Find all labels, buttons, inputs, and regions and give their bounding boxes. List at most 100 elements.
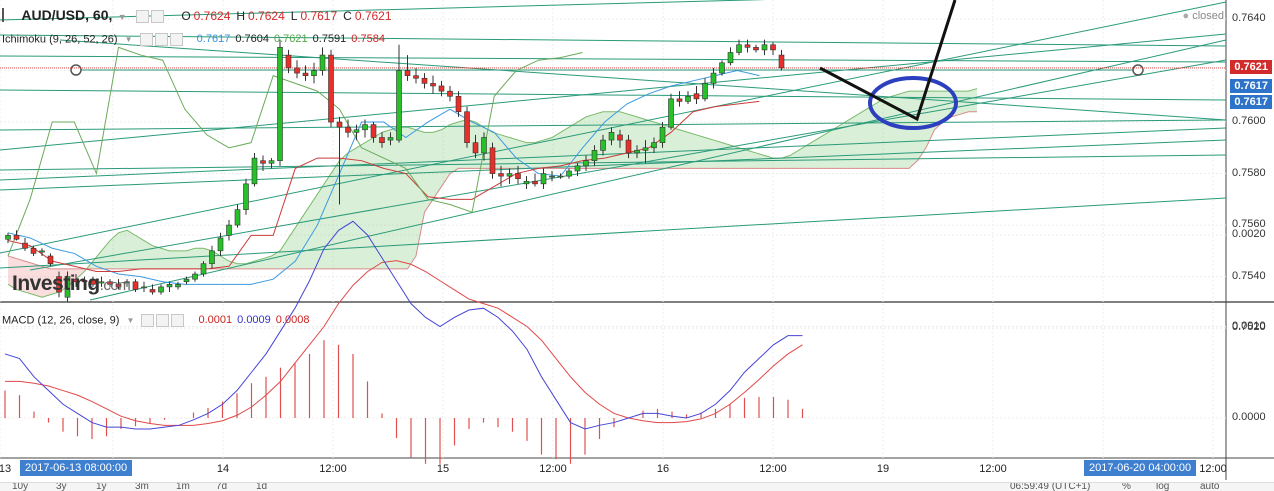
candle-body [302,72,309,76]
candle-body [625,139,632,154]
kumo-bull-segment [569,122,578,169]
annotation-path [819,0,957,122]
settings-icon[interactable] [156,314,170,327]
chikou-line [7,46,583,257]
kumo-bull-segment [93,250,102,269]
ichimoku-dropdown-icon[interactable]: ▼ [124,35,133,45]
settings-icon[interactable] [154,33,168,46]
candle-body [413,75,419,79]
trendline [89,39,1227,301]
candle-body [591,150,598,161]
market-status: ● closed [1182,10,1224,22]
ichimoku-value: 0.7591 [312,33,347,46]
candle-body [47,255,54,265]
timeframe-button[interactable]: 1m [176,482,190,491]
timeframe-button[interactable]: 10y [12,482,29,491]
eye-icon[interactable] [135,10,149,24]
price-tick-label: 0.7540 [1232,269,1266,282]
kumo-bull-segment [739,147,748,169]
candle-body [209,250,215,265]
candle-body [447,90,453,97]
macd-values: 0.0001 0.0009 0.0008 [193,314,309,326]
time-tick-label: 12:00 [1199,463,1227,475]
ohlc-value: 0.7617 [300,9,338,23]
candle-body [311,70,317,76]
timeframe-button[interactable]: 1y [96,482,107,491]
ichimoku-value: 0.7604 [235,33,269,46]
ohlc-key: H [236,9,246,23]
candle-body [328,54,334,123]
kumo-bull-segment [365,137,374,269]
kumo-bull-segment [280,237,289,269]
kumo-bull-segment [815,134,824,169]
kumo-bull-segment [535,140,544,169]
line-handle [1132,64,1144,76]
trendline [0,55,1227,63]
chart-type-icon[interactable] [2,8,14,22]
candle-body [727,52,734,64]
kumo-bull-segment [883,96,892,169]
log-scale-button[interactable]: log [1156,482,1170,491]
candle-body [285,54,292,69]
timeframe-button[interactable]: 3y [56,482,67,491]
kumo-bull-segment [178,250,187,269]
kumo-bull-segment [705,137,714,169]
candle-body [702,83,708,100]
candle-body [481,137,487,154]
kumo-bull-segment [968,88,977,112]
candle-body [107,281,113,285]
price-tick-label: 0.7580 [1232,166,1266,179]
candle-body [710,72,717,84]
kumo-bull-segment [135,235,144,269]
candle-body [617,134,623,141]
settings-icon[interactable] [150,10,164,24]
candle-body [753,47,759,51]
candle-body [387,137,394,141]
kumo-bull-segment [152,245,161,269]
timeframe-button[interactable]: 3m [135,482,149,491]
symbol-dropdown-icon[interactable]: ▼ [117,12,127,22]
candle-body [149,289,156,293]
close-icon[interactable] [169,33,183,46]
candle-body [22,242,28,249]
candle-body [515,173,521,180]
eye-icon[interactable] [141,314,155,327]
candle-body [770,44,776,51]
time-tick-label: 12:00 [319,463,347,475]
kumo-bull-segment [127,230,136,269]
kumo-bull-segment [169,250,178,269]
auto-scale-button[interactable]: auto [1200,482,1220,491]
candle-body [642,147,649,151]
macd-dropdown-icon[interactable]: ▼ [126,316,135,326]
ohlc-value: 0.7624 [248,9,285,23]
status-time: 06:59:49 (UTC+1) [1010,482,1091,491]
trendline [0,139,1227,191]
kumo-bull-segment [110,232,119,269]
eye-icon[interactable] [139,33,153,46]
candle-body [498,173,504,177]
ohlc-value: 0.7621 [354,9,392,23]
trendline [0,89,1227,101]
macd-line [4,220,803,430]
candle-body [5,235,11,240]
kumo-bull-segment [322,173,331,269]
price-badge: 0.7617 [1230,95,1272,110]
trendline [0,127,1227,181]
trendline [0,34,1227,47]
timeframe-button[interactable]: 1d [256,482,268,491]
macd-label: MACD (12, 26, close, 9) [2,314,120,327]
timeframe-button[interactable]: 7d [216,482,228,491]
kumo-bull-segment [637,116,646,169]
candle-body [685,95,691,102]
candle-body [736,44,742,53]
candle-body [557,175,564,178]
percent-scale-button[interactable]: % [1122,482,1131,491]
kumo-bull-segment [824,129,833,169]
candle-body [523,180,530,185]
price-tick-label: 0.7520 [1232,321,1266,334]
candle-body [464,111,470,143]
time-tick-label: 14 [216,463,230,475]
close-icon[interactable] [171,314,185,327]
candle-body [370,124,377,138]
